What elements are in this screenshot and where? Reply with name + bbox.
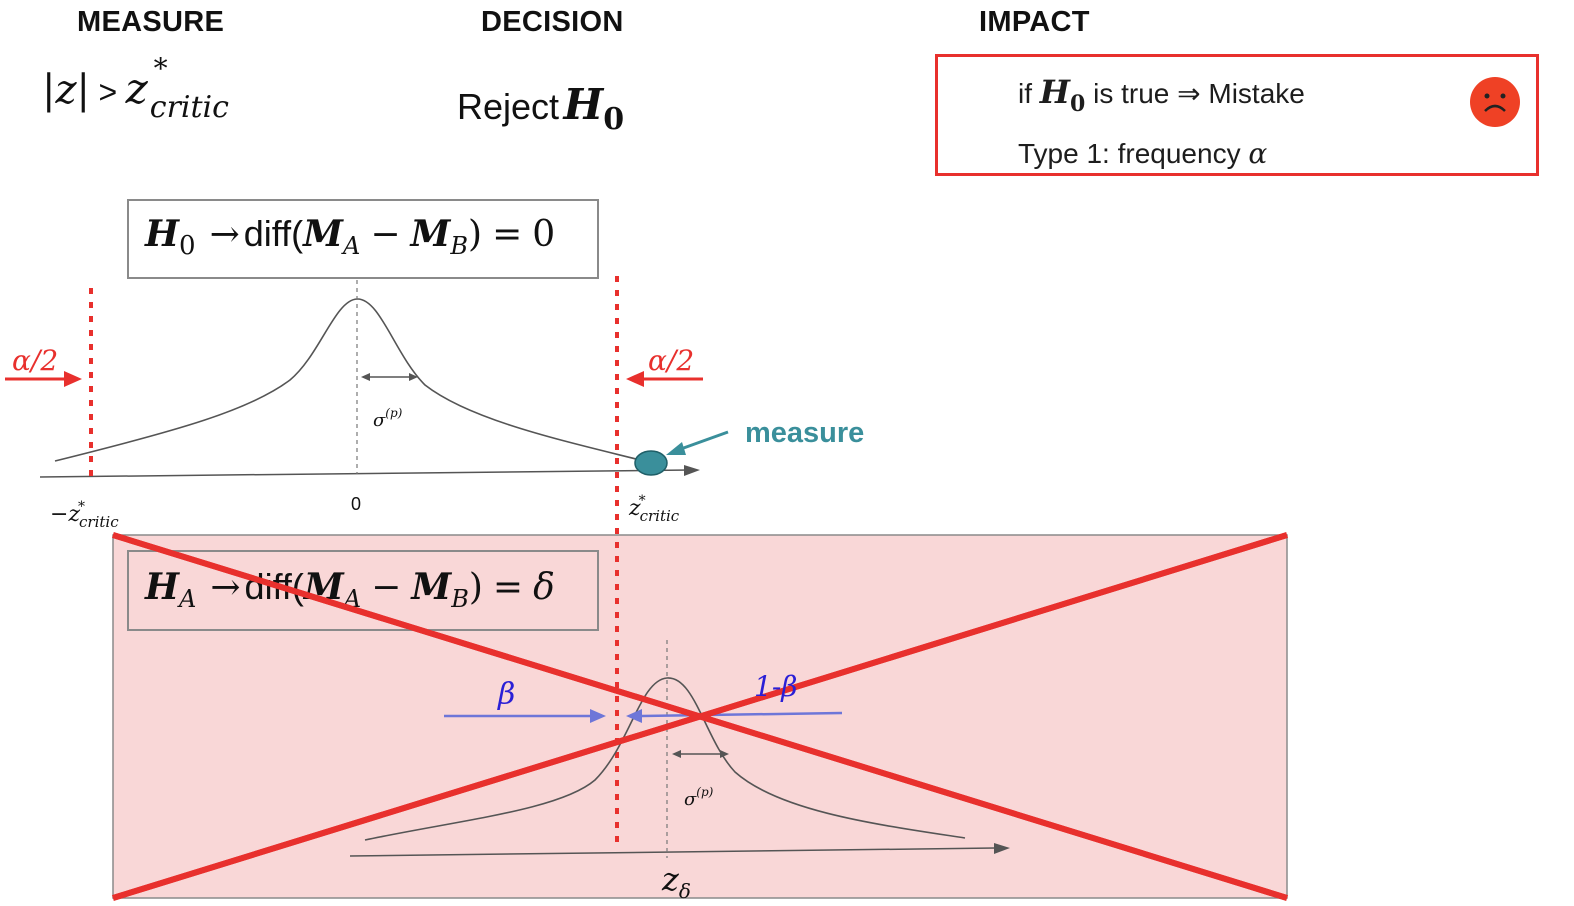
abs-z: |z| [42,67,91,113]
sigma-top-label: σ(p) [373,406,403,431]
z-critic: z * critic [125,52,229,125]
sigma-bottom-label: σ(p) [684,785,714,810]
measure-formula: |z| > z * critic [42,52,229,125]
z-critic-label: z*critic [629,493,680,525]
measure-header: MEASURE [77,6,225,38]
beta-label: β [498,677,516,712]
top-x-axis [39,469,691,478]
measure-point [634,450,668,476]
greater-than: > [98,74,118,110]
neg-z-critic-label: −z*critic [50,499,119,531]
sad-face-icon [1470,77,1520,127]
alpha-right-label: α/2 [648,344,695,377]
alpha-left-label: α/2 [12,344,59,377]
zero-tick-label: 0 [351,494,362,514]
reject-label: Reject [457,86,560,127]
decision-header: DECISION [481,6,624,38]
h0-hypothesis-box: H0 → diff(MA − MB) = 0 [127,199,599,279]
impact-line-1: if H0 is true ⇒ Mistake [1018,73,1305,117]
measure-arrow [677,430,729,452]
one-minus-beta-label: 1-β [754,670,798,703]
ha-hypothesis-box: HA → diff(MA − MB) = δ [127,550,599,631]
h0-symbol: H0 [563,80,625,137]
measure-label: measure [745,417,865,449]
impact-header: IMPACT [979,6,1090,38]
top-axis-arrowhead [684,465,700,476]
decision-text: Reject H0 [457,80,625,137]
z-delta-label: zδ [662,860,691,903]
h0-curve [54,298,641,462]
impact-box: if H0 is true ⇒ Mistake Type 1: frequenc… [935,54,1539,176]
impact-line-2: Type 1: frequency α [1018,137,1268,170]
